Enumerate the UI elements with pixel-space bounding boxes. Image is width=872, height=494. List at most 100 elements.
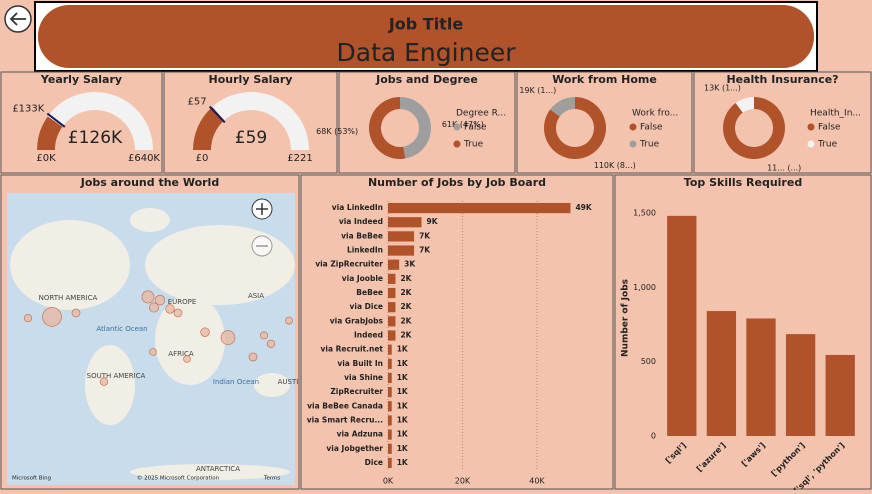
bar (388, 387, 392, 398)
bar (388, 316, 396, 327)
map-bubble (154, 294, 166, 306)
y-tick-label: via Built In (337, 359, 383, 368)
data-label: 1K (397, 373, 409, 382)
map-bubble (173, 308, 183, 318)
bar (388, 330, 396, 341)
legend-swatch (629, 123, 637, 131)
donut-label: 110K (8...) (594, 161, 636, 170)
y-tick-label: 500 (641, 357, 656, 366)
legend-swatch (629, 140, 637, 148)
y-tick-label: via Indeed (339, 217, 383, 226)
map-bubble (165, 304, 175, 314)
x-tick-label: 0K (383, 477, 394, 486)
back-button[interactable] (4, 5, 32, 33)
y-tick-label: 1,500 (633, 208, 656, 217)
data-label: 2K (400, 331, 412, 340)
gauge-value: £126K (68, 128, 123, 148)
zoom-in-icon[interactable] (256, 203, 268, 215)
map-land (254, 373, 290, 397)
y-tick-label: via Jooble (342, 274, 383, 283)
x-tick-label: 40K (529, 477, 545, 486)
legend-title: Health_In... (810, 109, 861, 119)
legend-label: False (464, 123, 487, 133)
data-label: 1K (397, 415, 409, 424)
header-label: Job Title (388, 15, 464, 34)
donut-label: 11... (...) (767, 163, 801, 172)
chart-title: Top Skills Required (684, 176, 802, 189)
donut-label: 19K (1...) (519, 86, 556, 95)
gauge-target (46, 112, 66, 128)
map-label: NORTH AMERICA (39, 294, 98, 302)
donut-segment (550, 97, 575, 117)
gauge-tick-label: £0K (36, 153, 56, 164)
y-tick-label: BeBee (356, 288, 383, 297)
card-title: Jobs around the World (80, 176, 219, 189)
x-tick-label: 20K (455, 477, 471, 486)
y-tick-label: Indeed (354, 331, 383, 340)
gauge-track (37, 92, 153, 150)
map-bubble (285, 316, 293, 325)
header-title: Data Engineer (337, 38, 517, 67)
map-bubble (266, 339, 276, 348)
y-tick-label: via Smart Recru... (307, 415, 383, 424)
data-label: 2K (400, 316, 412, 325)
map-label: AFRICA (168, 350, 194, 358)
data-label: 1K (397, 401, 409, 410)
map-bubble (149, 348, 157, 356)
map-bubble (183, 355, 191, 363)
legend-swatch (453, 123, 461, 131)
donut-segment (369, 97, 406, 159)
bar (667, 215, 697, 436)
map-bubble (200, 327, 210, 337)
bar (388, 231, 415, 242)
map-attribution: Terms (263, 476, 280, 482)
y-tick-label: Dice (365, 458, 383, 467)
data-label: 2K (400, 288, 412, 297)
gauge-fill (37, 116, 63, 150)
legend-title: Degree R... (456, 109, 506, 119)
data-label: 1K (397, 359, 409, 368)
legend-title: Work fro... (632, 109, 678, 119)
bar (388, 273, 396, 284)
bar (388, 287, 396, 299)
legend-label: False (640, 123, 663, 133)
bar (388, 344, 392, 355)
back-arrow[interactable] (9, 12, 26, 26)
map-bubble (220, 330, 236, 345)
gauge-tick-label: £640K (128, 153, 160, 164)
legend-label: True (817, 140, 838, 150)
legend-swatch (807, 123, 815, 131)
y-tick-label: via Shine (344, 373, 383, 382)
bar (388, 245, 415, 256)
card (300, 174, 614, 490)
data-label: 2K (400, 302, 412, 311)
bar (388, 259, 400, 270)
donut-segment (723, 97, 785, 159)
map-label: EUROPE (168, 298, 197, 306)
bar (388, 443, 392, 454)
bar (388, 401, 392, 412)
data-label: 3K (404, 260, 416, 269)
bar (706, 311, 737, 436)
y-tick-label: via Jobgether (326, 444, 383, 453)
map-land (85, 345, 135, 425)
gauge-tick-label: £221 (287, 153, 312, 164)
y-tick-label: ZipRecruiter (330, 387, 383, 396)
gauge-tick-label: £0 (196, 153, 209, 164)
data-label: 7K (419, 246, 431, 255)
data-label: 1K (397, 430, 409, 439)
legend-label: True (463, 140, 484, 150)
bar (388, 302, 396, 313)
map-bubble (71, 308, 81, 318)
donut-segment (735, 97, 754, 113)
card-title: Jobs and Degree (375, 73, 478, 86)
bar (388, 429, 392, 440)
card (614, 174, 872, 490)
data-label: 9K (427, 217, 439, 226)
bar (388, 415, 392, 426)
gauge-target (208, 105, 226, 124)
y-tick-label: LinkedIn (347, 246, 383, 255)
bar (388, 457, 392, 469)
gauge-fill (193, 106, 225, 150)
